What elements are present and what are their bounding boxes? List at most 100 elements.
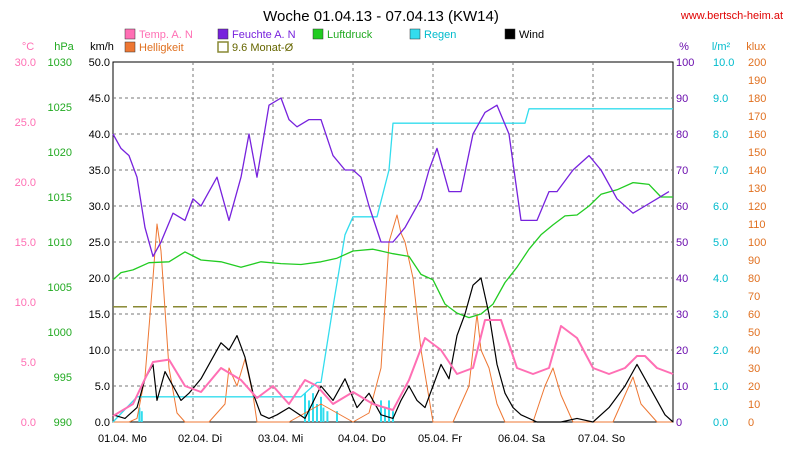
x-axis-label: 01.04. Mo <box>98 433 147 445</box>
legend-swatch <box>409 28 421 40</box>
axis-tick-label-light: 190 <box>748 75 766 87</box>
legend-label: Wind <box>519 29 544 41</box>
x-axis-label: 03.04. Mi <box>258 433 303 445</box>
series-line-luftdruck <box>112 181 673 319</box>
axis-tick-label-light: 120 <box>748 201 766 213</box>
axis-tick-label-light: 90 <box>748 255 760 267</box>
rain-bar <box>380 400 382 422</box>
axis-tick-label-light: 30 <box>748 363 760 375</box>
axis-tick-label-press: 990 <box>54 417 72 429</box>
x-axis-label: 06.04. Sa <box>498 433 546 445</box>
rain-bar <box>388 400 390 422</box>
axis-tick-label-temp: 15.0 <box>15 237 36 249</box>
axis-tick-label-light: 200 <box>748 57 766 69</box>
axis-tick-label-rain: 2.0 <box>713 345 728 357</box>
series-line-feuchte-a-n <box>112 97 670 258</box>
series-line-regen <box>112 108 673 423</box>
axis-unit-rain: l/m² <box>712 41 731 53</box>
axis-unit-light: klux <box>746 41 766 53</box>
axis-tick-label-wind: 15.0 <box>89 309 110 321</box>
chart-title: Woche 01.04.13 - 07.04.13 (KW14) <box>263 8 499 25</box>
axis-tick-label-press: 1010 <box>48 237 72 249</box>
axis-tick-label-wind: 40.0 <box>89 129 110 141</box>
legend-swatch <box>124 41 136 53</box>
axis-tick-label-light: 80 <box>748 273 760 285</box>
axis-tick-label-press: 1005 <box>48 282 72 294</box>
axis-tick-label-hum: 50 <box>676 237 688 249</box>
axis-tick-label-wind: 35.0 <box>89 165 110 177</box>
axis-tick-label-hum: 100 <box>676 57 694 69</box>
legend-swatch <box>312 28 324 40</box>
legend-swatch <box>217 41 229 53</box>
axis-tick-label-rain: 0.0 <box>713 417 728 429</box>
axis-tick-label-light: 140 <box>748 165 766 177</box>
axis-tick-label-wind: 30.0 <box>89 201 110 213</box>
legend-label: Luftdruck <box>327 29 373 41</box>
series-line-wind <box>112 277 674 423</box>
x-axis-label: 05.04. Fr <box>418 433 462 445</box>
axis-tick-label-hum: 70 <box>676 165 688 177</box>
axis-unit-hum: % <box>679 41 689 53</box>
axis-unit-press: hPa <box>54 41 74 53</box>
rain-bar <box>320 396 322 422</box>
rain-bar <box>322 407 325 422</box>
legend-label: Regen <box>424 29 456 41</box>
legend-swatch <box>217 28 229 40</box>
axis-tick-label-light: 50 <box>748 327 760 339</box>
axis-tick-label-temp: 10.0 <box>15 297 36 309</box>
axis-tick-label-hum: 40 <box>676 273 688 285</box>
rain-bar <box>392 411 394 422</box>
axis-tick-label-light: 170 <box>748 111 766 123</box>
legend-label: Temp. A. N <box>139 29 193 41</box>
axis-tick-label-wind: 20.0 <box>89 273 110 285</box>
axis-tick-label-wind: 0.0 <box>95 417 110 429</box>
axis-tick-label-rain: 7.0 <box>713 165 728 177</box>
axis-tick-label-press: 1000 <box>48 327 72 339</box>
axis-tick-label-press: 1025 <box>48 102 72 114</box>
axis-tick-label-hum: 80 <box>676 129 688 141</box>
axis-tick-label-light: 60 <box>748 309 760 321</box>
axis-tick-label-light: 10 <box>748 399 760 411</box>
legend-label: Feuchte A. N <box>232 29 296 41</box>
axis-tick-label-light: 180 <box>748 93 766 105</box>
rain-bar <box>384 407 386 422</box>
rain-bar <box>336 411 338 422</box>
axis-tick-label-hum: 30 <box>676 309 688 321</box>
axis-tick-label-light: 160 <box>748 129 766 141</box>
axis-tick-label-temp: 30.0 <box>15 57 36 69</box>
axis-tick-label-wind: 5.0 <box>95 381 110 393</box>
rain-bar <box>304 393 306 422</box>
x-axis-label: 04.04. Do <box>338 433 386 445</box>
series-layer <box>112 97 674 423</box>
x-axis-label: 02.04. Di <box>178 433 222 445</box>
axis-tick-label-rain: 6.0 <box>713 201 728 213</box>
x-axis-label: 07.04. So <box>578 433 625 445</box>
axis-tick-label-temp: 20.0 <box>15 177 36 189</box>
axis-tick-label-wind: 10.0 <box>89 345 110 357</box>
axis-tick-label-wind: 25.0 <box>89 237 110 249</box>
axis-tick-label-rain: 3.0 <box>713 309 728 321</box>
axis-tick-label-temp: 5.0 <box>21 357 36 369</box>
axes: 0.05.010.015.020.025.030.0°C990995100010… <box>15 41 767 445</box>
legend: Temp. A. N Feuchte A. N Luftdruck Regen Wind… <box>124 28 544 54</box>
axis-tick-label-light: 40 <box>748 345 760 357</box>
rain-bar <box>312 393 314 422</box>
grid <box>113 62 673 422</box>
axis-tick-label-hum: 20 <box>676 345 688 357</box>
axis-tick-label-hum: 10 <box>676 381 688 393</box>
axis-tick-label-wind: 45.0 <box>89 93 110 105</box>
rain-bar <box>138 407 141 422</box>
axis-tick-label-rain: 8.0 <box>713 129 728 141</box>
series-line-helligkeit <box>113 214 673 423</box>
rain-bar <box>140 411 143 422</box>
axis-tick-label-rain: 4.0 <box>713 273 728 285</box>
rain-bar <box>326 411 329 422</box>
axis-tick-label-light: 70 <box>748 291 760 303</box>
axis-tick-label-press: 1015 <box>48 192 72 204</box>
axis-tick-label-wind: 50.0 <box>89 57 110 69</box>
rain-bar <box>316 404 318 422</box>
legend-label: 9.6 Monat-Ø <box>232 42 294 54</box>
axis-tick-label-light: 130 <box>748 183 766 195</box>
axis-tick-label-rain: 5.0 <box>713 237 728 249</box>
axis-tick-label-light: 110 <box>748 219 766 231</box>
